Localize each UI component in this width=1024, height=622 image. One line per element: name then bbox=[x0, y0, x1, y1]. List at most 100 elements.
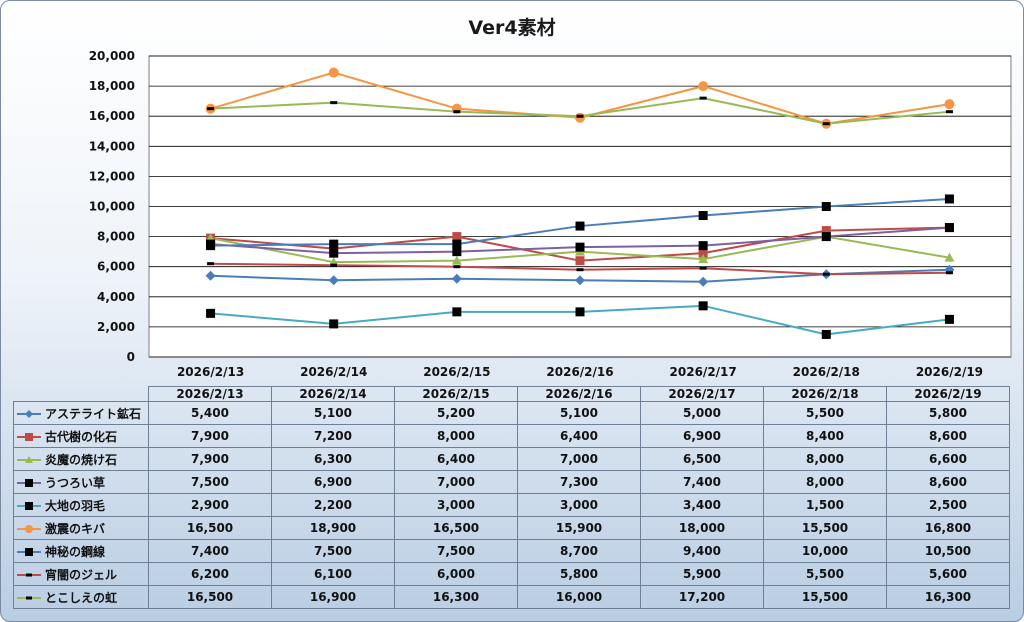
series-label-cell: 宵闇のジェル bbox=[13, 562, 149, 586]
table-cell: 8,400 bbox=[763, 424, 887, 448]
x-tick-label: 2026/2/16 bbox=[546, 365, 613, 379]
table-cell: 7,500 bbox=[148, 470, 272, 494]
table-cell: 5,500 bbox=[763, 562, 887, 586]
table-header-cell: 2026/2/14 bbox=[271, 386, 395, 402]
y-tick-label: 6,000 bbox=[97, 260, 135, 274]
table-cell: 16,900 bbox=[271, 585, 395, 609]
table-cell: 16,000 bbox=[517, 585, 641, 609]
data-point bbox=[822, 122, 830, 126]
data-point bbox=[207, 262, 215, 266]
x-tick-label: 2026/2/17 bbox=[670, 365, 737, 379]
table-cell: 18,000 bbox=[640, 516, 764, 540]
table-cell: 10,500 bbox=[886, 539, 1010, 563]
data-point bbox=[575, 307, 585, 317]
data-point bbox=[821, 226, 831, 236]
x-tick-label: 2026/2/15 bbox=[423, 365, 490, 379]
series-label-cell: とこしえの虹 bbox=[13, 585, 149, 609]
data-point bbox=[699, 266, 707, 270]
y-tick-label: 10,000 bbox=[89, 200, 135, 214]
data-point bbox=[945, 271, 953, 275]
table-cell: 16,500 bbox=[148, 585, 272, 609]
table-cell: 16,300 bbox=[886, 585, 1010, 609]
table-header-cell: 2026/2/16 bbox=[517, 386, 641, 402]
data-point bbox=[329, 239, 339, 249]
y-tick-label: 18,000 bbox=[89, 79, 135, 93]
table-cell: 5,100 bbox=[271, 401, 395, 425]
table-cell: 5,600 bbox=[886, 562, 1010, 586]
data-point bbox=[575, 112, 585, 123]
x-tick-label: 2026/2/14 bbox=[300, 365, 367, 379]
series-name: 宵闇のジェル bbox=[45, 567, 118, 582]
table-cell: 3,400 bbox=[640, 493, 764, 517]
table-cell: 8,600 bbox=[886, 470, 1010, 494]
table-cell: 6,100 bbox=[271, 562, 395, 586]
series-label-cell: 炎魔の焼け石 bbox=[13, 447, 149, 471]
table-cell: 16,500 bbox=[148, 516, 272, 540]
table-cell: 5,800 bbox=[886, 401, 1010, 425]
table-cell: 3,000 bbox=[394, 493, 518, 517]
legend-key bbox=[17, 479, 41, 487]
table-cell: 16,300 bbox=[394, 585, 518, 609]
data-point bbox=[945, 110, 953, 114]
line-chart: 0 2,000 4,000 6,000 8,000 10,000 12,000 14,000 1… bbox=[89, 49, 1012, 379]
y-tick-label: 20,000 bbox=[89, 49, 135, 63]
data-point bbox=[822, 272, 830, 276]
chart-title: Ver4素材 bbox=[468, 17, 556, 39]
x-tick-label: 2026/2/19 bbox=[916, 365, 983, 379]
table-cell: 6,600 bbox=[886, 447, 1010, 471]
series-name: 激震のキバ bbox=[45, 521, 106, 536]
table-cell: 7,400 bbox=[640, 470, 764, 494]
table-row: うつろい草 7,500 6,900 7,000 7,300 7,400 8,000 8,600 bbox=[13, 470, 1010, 494]
table-cell: 6,400 bbox=[394, 447, 518, 471]
table-cell: 15,500 bbox=[763, 585, 887, 609]
series-name: 古代樹の化石 bbox=[45, 429, 118, 444]
data-point bbox=[821, 202, 831, 211]
table-cell: 7,200 bbox=[271, 424, 395, 448]
table-cell: 7,400 bbox=[148, 539, 272, 563]
y-tick-label: 2,000 bbox=[97, 320, 135, 334]
table-cell: 6,400 bbox=[517, 424, 641, 448]
table-cell: 2,500 bbox=[886, 493, 1010, 517]
table-cell: 18,900 bbox=[271, 516, 395, 540]
table-cell: 5,200 bbox=[394, 401, 518, 425]
table-cell: 16,500 bbox=[394, 516, 518, 540]
series-name: とこしえの虹 bbox=[45, 590, 118, 605]
data-point bbox=[698, 241, 708, 251]
table-row: 大地の羽毛 2,900 2,200 3,000 3,000 3,400 1,500 2,500 bbox=[13, 493, 1010, 517]
data-point bbox=[205, 270, 216, 281]
table-row: アステライト鉱石 5,400 5,100 5,200 5,100 5,000 5,500 5,… bbox=[13, 401, 1010, 425]
data-point bbox=[329, 319, 339, 329]
table-header-cell: 2026/2/19 bbox=[886, 386, 1010, 402]
data-point bbox=[329, 248, 339, 258]
series-name: 炎魔の焼け石 bbox=[45, 452, 118, 467]
table-cell: 8,000 bbox=[763, 447, 887, 471]
table-cell: 5,000 bbox=[640, 401, 764, 425]
legend-key bbox=[17, 502, 41, 510]
data-point bbox=[453, 110, 461, 114]
data-point bbox=[328, 275, 339, 286]
series-label-cell: アステライト鉱石 bbox=[13, 401, 149, 425]
series-label-cell: うつろい草 bbox=[13, 470, 149, 494]
table-cell: 7,900 bbox=[148, 424, 272, 448]
table-row: 宵闇のジェル 6,200 6,100 6,000 5,800 5,900 5,500 5,60… bbox=[13, 562, 1010, 586]
table-cell: 5,100 bbox=[517, 401, 641, 425]
series-name: アステライト鉱石 bbox=[45, 406, 142, 421]
table-cell: 5,500 bbox=[763, 401, 887, 425]
table-cell: 9,400 bbox=[640, 539, 764, 563]
data-point bbox=[698, 254, 709, 264]
table-cell: 2,900 bbox=[148, 493, 272, 517]
data-point bbox=[944, 252, 955, 262]
legend-key bbox=[17, 410, 41, 418]
table-cell: 15,900 bbox=[517, 516, 641, 540]
table-cell: 6,300 bbox=[271, 447, 395, 471]
table-cell: 7,000 bbox=[517, 447, 641, 471]
series-label-cell: 大地の羽毛 bbox=[13, 493, 149, 517]
legend-key bbox=[17, 548, 41, 556]
series-name: うつろい草 bbox=[45, 475, 106, 490]
data-point bbox=[452, 232, 462, 242]
table-cell: 6,500 bbox=[640, 447, 764, 471]
table-cell: 7,900 bbox=[148, 447, 272, 471]
data-point bbox=[451, 255, 462, 265]
table-row: 激震のキバ 16,500 18,900 16,500 15,900 18,000 15,50… bbox=[13, 516, 1010, 540]
table-cell: 8,000 bbox=[394, 424, 518, 448]
